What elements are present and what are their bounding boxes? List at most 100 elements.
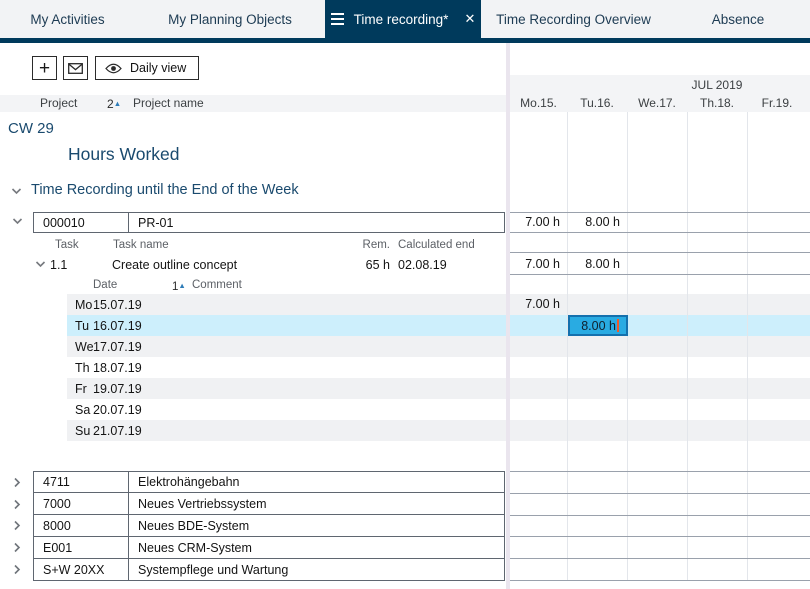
project-collapse-chevron-icon[interactable] xyxy=(12,217,23,225)
grid-hline xyxy=(510,212,810,213)
column-header-rem[interactable]: Rem. xyxy=(362,239,390,251)
date-day-abbrev: Th xyxy=(75,360,90,375)
task-calculated-end: 02.08.19 xyxy=(398,258,447,272)
time-entry-tu-editing[interactable]: 8.00 h xyxy=(568,315,628,336)
date-row-fr[interactable] xyxy=(67,378,506,399)
sort-indicator-project[interactable]: 2▲ xyxy=(107,95,121,113)
hours-worked-title: Hours Worked xyxy=(68,144,180,164)
date-value: 19.07.19 xyxy=(93,381,142,396)
expand-chevron-icon[interactable] xyxy=(13,499,21,510)
sort-indicator-date[interactable]: 1▲ xyxy=(172,277,186,296)
sort-order-number: 2 xyxy=(107,97,114,111)
column-header-task-name[interactable]: Task name xyxy=(113,239,169,251)
date-row-mo[interactable] xyxy=(67,294,506,315)
add-button[interactable]: + xyxy=(32,56,57,80)
tab-label: Time Recording Overview xyxy=(496,11,651,27)
project-name-cell[interactable]: PR-01 xyxy=(138,215,174,230)
sort-ascending-icon: ▲ xyxy=(178,281,186,290)
sort-order-number: 1 xyxy=(172,281,179,293)
task-collapse-chevron-icon[interactable] xyxy=(35,260,46,268)
day-header-we[interactable]: We.17. xyxy=(638,96,676,110)
calendar-week-label: CW 29 xyxy=(8,120,54,137)
column-header-project[interactable]: Project xyxy=(40,96,78,110)
time-entry-value: 8.00 h xyxy=(581,318,616,333)
project-name-cell[interactable]: Neues BDE-System xyxy=(138,518,250,533)
tab-absence[interactable]: Absence xyxy=(666,0,810,38)
tab-bar: My Activities My Planning Objects Time r… xyxy=(0,0,810,38)
project-code-cell[interactable]: 8000 xyxy=(34,515,129,536)
expand-chevron-icon[interactable] xyxy=(13,564,21,575)
column-header-comment[interactable]: Comment xyxy=(192,279,242,291)
day-header-tu[interactable]: Tu.16. xyxy=(580,96,614,110)
project-row[interactable]: 8000 Neues BDE-System xyxy=(33,514,505,537)
date-row-mo-grid[interactable] xyxy=(510,294,810,315)
date-row-tu-selected[interactable] xyxy=(67,315,506,336)
column-header-task[interactable]: Task xyxy=(55,239,79,251)
mail-button[interactable] xyxy=(63,56,88,80)
project-name-cell[interactable]: Elektrohängebahn xyxy=(138,475,240,489)
expand-chevron-icon[interactable] xyxy=(13,477,21,488)
project-name-cell[interactable]: Neues Vertriebssystem xyxy=(138,496,267,511)
sort-ascending-icon: ▲ xyxy=(113,99,122,108)
column-header-calculated-end[interactable]: Calculated end xyxy=(398,239,475,251)
pane-divider[interactable] xyxy=(506,43,510,589)
day-header-th[interactable]: Th.18. xyxy=(699,96,735,110)
project-name-cell[interactable]: Systempflege und Wartung xyxy=(138,562,289,577)
time-entry-mo[interactable]: 7.00 h xyxy=(525,297,560,311)
day-header-mo[interactable]: Mo.15. xyxy=(520,96,557,110)
date-day-abbrev: We xyxy=(75,339,94,354)
project-row[interactable]: 000010 PR-01 xyxy=(33,212,505,233)
date-row-tu-grid[interactable] xyxy=(510,315,810,336)
expand-chevron-icon[interactable] xyxy=(13,542,21,553)
project-code-cell[interactable]: 4711 xyxy=(34,472,129,492)
grid-hline xyxy=(510,558,810,559)
day-header-fr[interactable]: Fr.19. xyxy=(761,96,793,110)
project-row[interactable]: S+W 20XX Systempflege und Wartung xyxy=(33,558,505,581)
close-tab-icon[interactable]: ✕ xyxy=(464,11,476,26)
tab-my-planning-objects[interactable]: My Planning Objects xyxy=(135,0,325,38)
project-code-cell[interactable]: 000010 xyxy=(34,213,129,232)
date-value: 17.07.19 xyxy=(93,339,142,354)
date-value: 18.07.19 xyxy=(93,360,142,375)
task-id[interactable]: 1.1 xyxy=(50,258,68,272)
tab-label: My Activities xyxy=(30,11,105,27)
task-value-mo[interactable]: 7.00 h xyxy=(525,257,560,271)
task-value-tu[interactable]: 8.00 h xyxy=(585,257,620,271)
column-header-project-name[interactable]: Project name xyxy=(133,96,204,110)
date-row-su[interactable] xyxy=(67,420,506,441)
date-day-abbrev: Sa xyxy=(75,402,91,417)
project-total-mo[interactable]: 7.00 h xyxy=(525,215,560,229)
grid-hline xyxy=(510,515,810,516)
date-row-we[interactable] xyxy=(67,336,506,357)
project-code-cell[interactable]: S+W 20XX xyxy=(34,559,129,580)
date-row-su-grid[interactable] xyxy=(510,420,810,441)
grid-vline xyxy=(747,112,748,580)
expand-chevron-icon[interactable] xyxy=(13,520,21,531)
tab-my-activities[interactable]: My Activities xyxy=(0,0,135,38)
date-row-we-grid[interactable] xyxy=(510,336,810,357)
date-row-fr-grid[interactable] xyxy=(510,378,810,399)
daily-view-button[interactable]: Daily view xyxy=(95,56,199,80)
month-header: JUL 2019 xyxy=(691,78,743,92)
column-header-date[interactable]: Date xyxy=(93,279,118,291)
section-title[interactable]: Time Recording until the End of the Week xyxy=(31,182,299,198)
project-name-cell[interactable]: Neues CRM-System xyxy=(138,540,252,555)
grid-hline xyxy=(510,274,810,275)
project-total-tu[interactable]: 8.00 h xyxy=(585,215,620,229)
date-value: 15.07.19 xyxy=(93,297,142,312)
project-row[interactable]: 7000 Neues Vertriebssystem xyxy=(33,492,505,515)
project-code-cell[interactable]: E001 xyxy=(34,537,129,558)
grid-vline xyxy=(567,112,568,580)
section-collapse-chevron-icon[interactable] xyxy=(11,187,22,195)
hamburger-menu-icon[interactable] xyxy=(330,13,344,25)
grid-hline xyxy=(510,471,810,472)
task-remaining-hours: 65 h xyxy=(365,258,390,272)
project-code-cell[interactable]: 7000 xyxy=(34,493,129,514)
task-name[interactable]: Create outline concept xyxy=(112,258,238,272)
tab-time-recording[interactable]: Time recording* ✕ xyxy=(325,0,481,38)
tab-time-recording-overview[interactable]: Time Recording Overview xyxy=(481,0,666,38)
project-row[interactable]: E001 Neues CRM-System xyxy=(33,536,505,559)
project-row[interactable]: 4711 Elektrohängebahn xyxy=(33,471,505,493)
date-day-abbrev: Mo xyxy=(75,297,93,312)
